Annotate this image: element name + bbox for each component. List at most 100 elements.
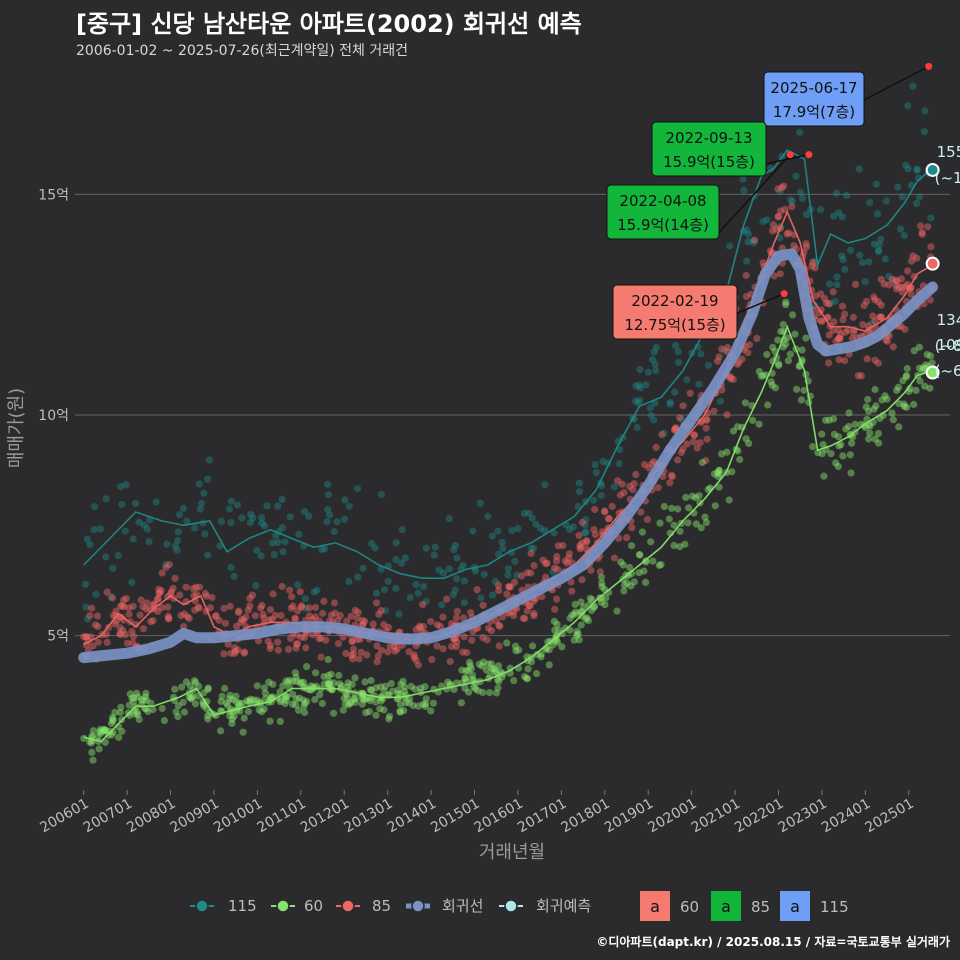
- scatter-point-60: [899, 377, 907, 385]
- scatter-point-60: [217, 727, 225, 735]
- scatter-point-60: [358, 700, 366, 708]
- scatter-point-85: [460, 614, 468, 622]
- scatter-point-85: [543, 559, 551, 567]
- scatter-point-115: [227, 519, 235, 527]
- scatter-point-85: [812, 292, 820, 300]
- scatter-point-60: [465, 658, 474, 667]
- scatter-point-60: [834, 462, 842, 471]
- annotation-box: [612, 284, 738, 340]
- scatter-point-85: [696, 439, 704, 447]
- scatter-point-115: [406, 594, 414, 602]
- scatter-point-115: [460, 599, 468, 607]
- scatter-point-85: [195, 604, 203, 612]
- annotation-leader: [712, 154, 791, 240]
- scatter-point-60: [444, 678, 452, 686]
- scatter-point-115: [872, 180, 880, 188]
- scatter-point-85: [629, 486, 637, 494]
- scatter-point-60: [837, 441, 845, 449]
- scatter-point-115: [750, 239, 758, 247]
- scatter-point-115: [341, 496, 349, 504]
- scatter-point-60: [551, 626, 559, 634]
- scatter-point-85: [300, 633, 309, 642]
- scatter-point-115: [323, 518, 331, 526]
- scatter-point-60: [903, 403, 911, 411]
- scatter-point-60: [544, 638, 552, 646]
- scatter-point-60: [343, 694, 351, 702]
- scatter-point-115: [632, 382, 640, 390]
- scatter-point-85: [510, 578, 519, 587]
- scatter-point-60: [292, 695, 300, 703]
- scatter-point-60: [865, 435, 873, 443]
- scatter-point-60: [179, 698, 187, 706]
- scatter-point-85: [123, 639, 131, 647]
- scatter-point-85: [742, 271, 750, 280]
- legend-box-symbol: a: [650, 897, 660, 916]
- scatter-point-85: [129, 639, 137, 647]
- trend-line-115: [83, 149, 934, 579]
- scatter-point-115: [816, 206, 825, 214]
- scatter-point-60: [133, 708, 141, 716]
- scatter-point-85: [703, 415, 711, 424]
- scatter-point-85: [82, 633, 91, 641]
- scatter-point-85: [122, 595, 130, 603]
- scatter-point-60: [830, 415, 838, 423]
- scatter-point-115: [599, 458, 607, 466]
- scatter-point-60: [685, 504, 693, 512]
- scatter-point-85: [158, 604, 166, 612]
- scatter-point-115: [201, 530, 209, 538]
- scatter-point-60: [889, 416, 897, 424]
- scatter-point-60: [620, 581, 629, 589]
- scatter-point-60: [97, 729, 105, 737]
- scatter-point-85: [89, 642, 97, 650]
- scatter-point-60: [655, 561, 663, 570]
- scatter-point-60: [261, 695, 269, 703]
- scatter-point-60: [396, 707, 404, 715]
- scatter-point-85: [567, 578, 575, 586]
- scatter-point-85: [347, 651, 355, 659]
- scatter-point-60: [821, 416, 830, 424]
- scatter-point-60: [341, 700, 349, 708]
- scatter-point-85: [246, 594, 254, 603]
- scatter-point-85: [817, 317, 825, 325]
- scatter-point-115: [720, 346, 729, 354]
- scatter-point-60: [835, 442, 843, 450]
- scatter-point-85: [142, 605, 150, 613]
- scatter-point-85: [231, 647, 240, 655]
- scatter-point-85: [158, 569, 166, 577]
- scatter-point-85: [808, 262, 816, 270]
- scatter-point-115: [885, 272, 893, 280]
- scatter-point-85: [349, 655, 357, 663]
- scatter-point-60: [558, 630, 566, 638]
- scatter-point-60: [94, 733, 102, 741]
- scatter-point-85: [412, 656, 420, 664]
- legend-swatch: [411, 899, 425, 913]
- scatter-point-115: [847, 246, 855, 254]
- scatter-point-85: [888, 275, 896, 283]
- scatter-point-60: [172, 708, 180, 716]
- scatter-point-60: [682, 493, 690, 501]
- scatter-point-60: [337, 682, 345, 690]
- scatter-point-115: [90, 526, 98, 534]
- scatter-point-60: [134, 711, 142, 719]
- scatter-point-60: [800, 386, 808, 394]
- scatter-point-60: [628, 542, 636, 550]
- scatter-point-115: [652, 343, 661, 352]
- scatter-point-60: [583, 614, 591, 622]
- annotation-point: [925, 62, 933, 70]
- scatter-point-60: [260, 684, 268, 692]
- legend-swatch: [195, 899, 209, 913]
- scatter-point-85: [143, 599, 151, 607]
- scatter-point-85: [561, 557, 569, 565]
- scatter-point-115: [395, 610, 403, 618]
- scatter-point-115: [453, 575, 461, 583]
- scatter-point-60: [260, 705, 268, 713]
- scatter-point-60: [97, 725, 105, 733]
- scatter-point-85: [851, 280, 860, 288]
- scatter-point-115: [247, 510, 255, 518]
- annotation-date: 2022-09-13: [665, 129, 752, 147]
- scatter-point-60: [725, 496, 733, 504]
- scatter-point-85: [623, 534, 631, 542]
- scatter-point-85: [907, 257, 916, 265]
- scatter-point-115: [196, 505, 204, 513]
- scatter-point-115: [739, 175, 747, 183]
